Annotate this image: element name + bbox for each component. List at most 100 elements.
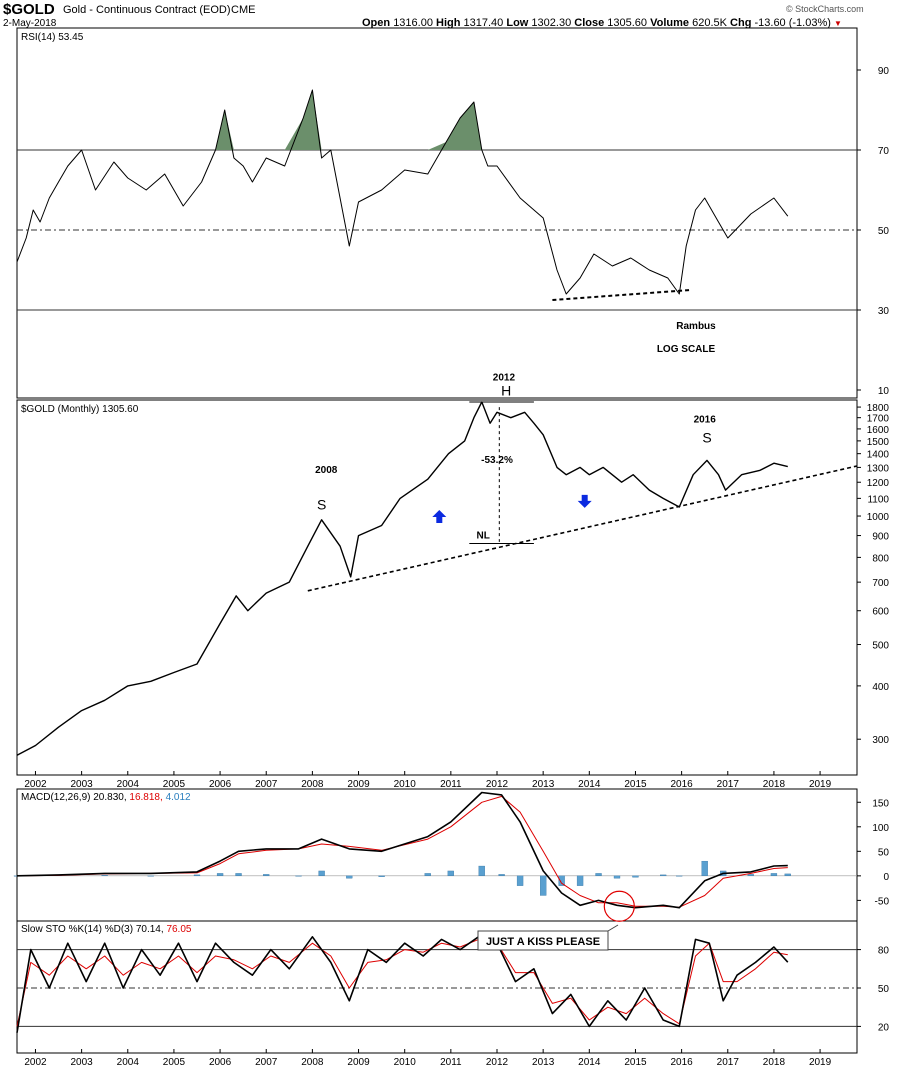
price-tick-label: 900 <box>872 532 889 543</box>
high-value: 1317.40 <box>463 17 504 29</box>
x-tick-label: 2005 <box>163 1057 186 1068</box>
sto-d-line <box>16 938 788 1027</box>
price-tick-label: 500 <box>872 641 889 652</box>
x-tick-label: 2009 <box>347 779 370 790</box>
sto-tick-label: 50 <box>878 984 890 995</box>
chg-down-icon: ▼ <box>833 19 842 28</box>
x-tick-label: 2018 <box>763 779 786 790</box>
macd-histogram-bar <box>424 873 431 876</box>
x-tick-label: 2002 <box>24 779 47 790</box>
rsi-panel: RSI(14) 53.45 90 70 50 30 10 Rambus LOG SCALE <box>16 32 890 397</box>
macd-histogram-bar <box>676 875 683 877</box>
price-annotation: NL <box>476 531 489 542</box>
chart-date: 2-May-2018 <box>3 18 57 29</box>
macd-histogram-bar <box>147 875 154 877</box>
price-annotation: 2012 <box>493 373 516 384</box>
macd-histogram-bar <box>318 870 325 876</box>
low-value: 1302.30 <box>531 17 572 29</box>
x-tick-label: 2016 <box>670 1057 693 1068</box>
sto-panel: Slow STO %K(14) %D(3) 70.14, 76.05 80 50 20… <box>16 924 890 1033</box>
macd-signal-line <box>16 795 788 908</box>
low-label: Low <box>506 17 529 29</box>
x-tick-label: 2004 <box>117 779 140 790</box>
volume-value: 620.5K <box>692 17 727 29</box>
price-tick-label: 400 <box>872 682 889 693</box>
log-scale-label: LOG SCALE <box>657 344 716 355</box>
sto-k-line <box>16 935 789 1033</box>
sto-tick-label: 20 <box>878 1022 890 1033</box>
symbol: $GOLD <box>3 1 55 18</box>
price-annotation: 2008 <box>315 465 338 476</box>
macd-histogram-bar <box>216 873 224 876</box>
macd-histogram-bar <box>770 873 778 876</box>
high-label: High <box>436 17 461 29</box>
rsi-tick-label: 90 <box>878 66 890 77</box>
price-annotation: S <box>317 497 326 513</box>
sto-d-value: 76.05 <box>166 924 191 935</box>
x-tick-label: 2007 <box>255 1057 278 1068</box>
sto-tick-label: 80 <box>878 946 890 957</box>
rsi-tick-label: 70 <box>878 146 890 157</box>
kiss-callout-box <box>477 930 609 951</box>
x-tick-label: 2012 <box>486 1057 509 1068</box>
macd-tick-label: -50 <box>875 896 890 907</box>
chg-value: -13.60 (-1.03%) <box>754 17 831 29</box>
macd-value: 20.830, <box>93 792 129 803</box>
macd-signal-value: 16.818, <box>129 792 165 803</box>
x-tick-label: 2011 <box>440 779 462 790</box>
macd-histogram-bar <box>378 875 385 877</box>
x-tick-label: 2013 <box>532 1057 555 1068</box>
macd-histogram-bar <box>516 875 524 886</box>
x-tick-label: 2017 <box>717 1057 740 1068</box>
rsi-support-line <box>552 289 691 301</box>
macd-tick-label: 150 <box>872 798 889 809</box>
price-tick-label: 1400 <box>867 450 890 461</box>
price-tick-label: 1800 <box>867 403 890 414</box>
symbol-name: Gold - Continuous Contract (EOD) <box>63 4 231 16</box>
price-tick-label: 1000 <box>867 512 890 523</box>
macd-histogram-value: 4.012 <box>166 792 191 803</box>
price-panel-frame <box>16 399 858 776</box>
x-tick-label: 2010 <box>394 779 417 790</box>
price-tick-label: 300 <box>872 735 889 746</box>
x-tick-label: 2009 <box>347 1057 370 1068</box>
macd-panel-frame <box>16 788 858 922</box>
x-tick-label: 2018 <box>763 1057 786 1068</box>
chg-label: Chg <box>730 17 752 29</box>
macd-histogram-bar <box>747 874 754 876</box>
sto-title: Slow STO %K(14) %D(3) 70.14, 76.05 <box>21 924 192 935</box>
price-annotation: 2016 <box>694 415 717 426</box>
x-tick-label: 2010 <box>394 1057 417 1068</box>
rsi-overbought-fill <box>17 90 788 150</box>
price-tick-label: 1600 <box>867 425 890 436</box>
x-tick-label: 2005 <box>163 779 186 790</box>
exchange: CME <box>231 4 256 16</box>
x-tick-label: 2019 <box>809 779 832 790</box>
price-tick-label: 600 <box>872 607 889 618</box>
macd-tick-label: 0 <box>883 872 889 883</box>
x-tick-label: 2012 <box>486 779 509 790</box>
rsi-line <box>16 89 789 295</box>
price-tick-label: 1300 <box>867 463 890 474</box>
price-tick-label: 1500 <box>867 437 890 448</box>
macd-histogram-bar <box>613 875 621 879</box>
macd-histogram-bar <box>540 875 547 896</box>
rsi-tick-label: 30 <box>878 306 890 317</box>
macd-histogram-bar <box>632 875 639 878</box>
macd-histogram-bar <box>263 874 270 876</box>
x-tick-label: 2006 <box>209 1057 232 1068</box>
rambus-label: Rambus <box>676 321 716 332</box>
price-tick-label: 1700 <box>867 414 890 425</box>
x-tick-label: 2016 <box>670 779 693 790</box>
price-tick-label: 800 <box>872 553 889 564</box>
macd-panel: MACD(12,26,9) 20.830, 16.818, 4.012 150 10… <box>13 791 890 922</box>
kiss-callout-pointer <box>607 924 619 932</box>
price-tick-label: 700 <box>872 578 889 589</box>
close-value: 1305.60 <box>607 17 648 29</box>
kiss-highlight-circle <box>603 890 635 922</box>
macd-histogram-bar <box>660 874 667 876</box>
sto-x-axis: 2002 2003 2004 2005 2006 2007 2008 2009 2010 2011… <box>24 1049 832 1068</box>
macd-histogram-bar <box>101 875 108 877</box>
